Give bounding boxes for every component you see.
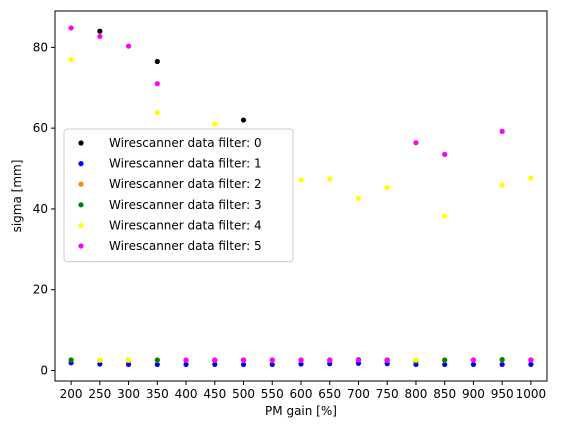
data-point	[355, 195, 362, 202]
legend-entry-label: Wirescanner data filter: 1	[109, 157, 262, 171]
legend-entry-label: Wirescanner data filter: 4	[109, 218, 262, 232]
data-point	[442, 357, 448, 363]
data-point	[154, 361, 160, 368]
data-point	[97, 33, 103, 40]
data-point	[413, 357, 419, 363]
data-point	[499, 356, 505, 363]
y-tick-label: 80	[33, 40, 48, 54]
data-point	[528, 175, 534, 181]
data-point	[470, 357, 477, 363]
data-point	[212, 361, 218, 368]
data-point	[212, 357, 218, 363]
data-point	[97, 28, 103, 34]
data-point	[269, 357, 275, 363]
x-tick-label: 500	[232, 387, 255, 401]
y-axis-ticks: 0 20 40 60 80	[33, 40, 55, 377]
data-point	[269, 361, 275, 368]
x-tick-label: 700	[347, 387, 370, 401]
x-tick-label: 600	[290, 387, 313, 401]
y-tick-label: 0	[40, 363, 48, 377]
data-point	[442, 213, 448, 219]
y-tick-label: 40	[33, 202, 48, 216]
data-point	[240, 357, 247, 363]
data-point	[68, 357, 74, 363]
x-tick-label: 400	[175, 387, 198, 401]
x-axis-label: PM gain [%]	[265, 404, 337, 418]
legend-entry-label: Wirescanner data filter: 5	[109, 239, 262, 253]
legend-marker	[78, 202, 84, 208]
data-point	[528, 357, 534, 363]
x-tick-label: 1000	[516, 387, 547, 401]
plot-area	[68, 25, 534, 368]
data-point	[442, 361, 448, 368]
data-point	[499, 361, 505, 368]
x-tick-label: 650	[318, 387, 341, 401]
series-0	[97, 28, 247, 123]
data-point	[97, 357, 103, 363]
legend-entry-label: Wirescanner data filter: 3	[109, 198, 262, 212]
data-point	[125, 43, 132, 49]
legend-marker	[78, 140, 84, 146]
data-point	[499, 182, 505, 188]
data-point	[154, 58, 160, 65]
y-tick-label: 60	[33, 121, 48, 135]
legend-entry-label: Wirescanner data filter: 2	[109, 177, 262, 191]
data-point	[298, 361, 304, 367]
data-point	[499, 128, 505, 134]
legend-marker	[78, 222, 84, 228]
data-point	[327, 357, 333, 363]
data-point	[125, 357, 132, 363]
x-tick-label: 200	[60, 387, 83, 401]
data-point	[384, 184, 390, 191]
data-point	[413, 140, 419, 146]
x-tick-label: 950	[491, 387, 514, 401]
data-point	[470, 361, 477, 368]
data-point	[183, 361, 189, 368]
x-tick-label: 250	[88, 387, 111, 401]
data-point	[125, 361, 132, 368]
data-point	[298, 357, 304, 363]
x-tick-label: 300	[117, 387, 140, 401]
data-point	[154, 81, 160, 87]
x-tick-label: 900	[462, 387, 485, 401]
x-tick-label: 350	[146, 387, 169, 401]
data-point	[154, 110, 160, 116]
legend: Wirescanner data filter: 0 Wirescanner da…	[63, 128, 294, 263]
data-point	[355, 357, 362, 363]
y-tick-label: 20	[33, 283, 48, 297]
data-point	[528, 361, 534, 368]
data-point	[68, 56, 74, 63]
legend-marker	[78, 243, 84, 249]
legend-marker	[78, 181, 84, 187]
x-tick-label: 450	[203, 387, 226, 401]
x-tick-label: 850	[433, 387, 456, 401]
legend-marker	[78, 161, 84, 167]
x-tick-label: 550	[261, 387, 284, 401]
data-point	[154, 357, 160, 363]
data-point	[327, 176, 333, 182]
x-axis-ticks: 200 250 300 350 400 450 500 550 600 650 700 750 800 8…	[60, 381, 547, 401]
series-5	[68, 25, 534, 363]
data-point	[240, 361, 247, 368]
data-point	[183, 357, 189, 363]
legend-entry-label: Wirescanner data filter: 0	[109, 136, 262, 150]
data-point	[298, 177, 304, 183]
data-point	[212, 121, 218, 127]
x-tick-label: 800	[405, 387, 428, 401]
data-point	[384, 357, 390, 363]
data-point	[68, 25, 74, 31]
y-axis-label: sigma [mm]	[10, 160, 24, 233]
legend-box	[63, 128, 294, 263]
data-point	[240, 117, 247, 123]
data-point	[442, 151, 448, 157]
data-point	[97, 361, 103, 367]
x-tick-label: 750	[376, 387, 399, 401]
